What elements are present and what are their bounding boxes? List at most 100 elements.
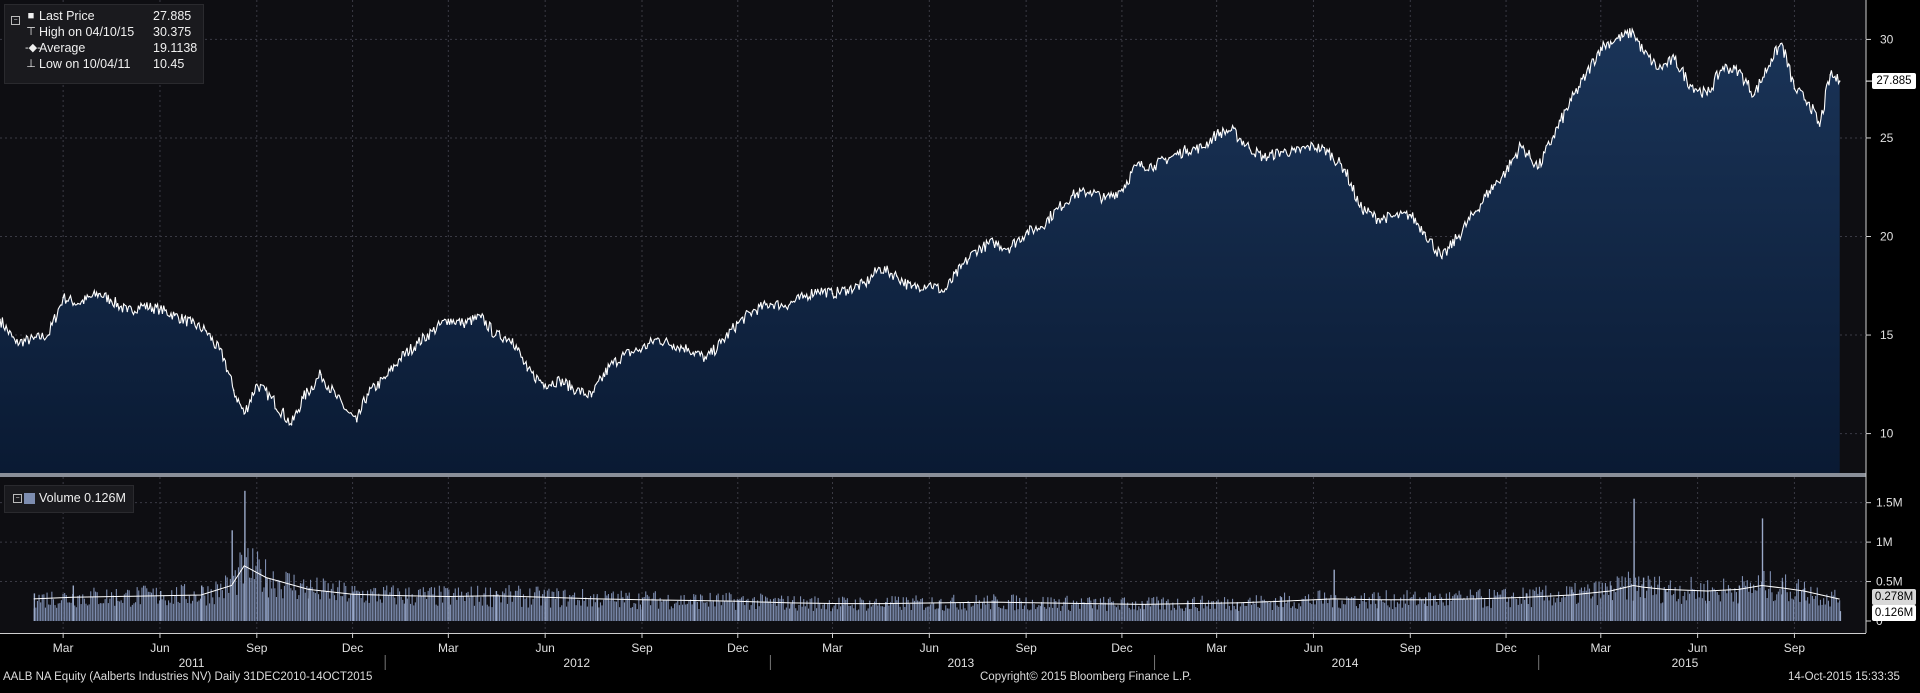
volume-bar [607,594,609,621]
volume-bar [1477,590,1479,621]
volume-bar [588,598,590,621]
volume-bar [1093,599,1095,621]
volume-bar [316,577,318,621]
volume-bar [298,595,300,621]
volume-bar [594,602,596,621]
year-label: 2011 [179,656,205,670]
volume-bar [424,592,426,621]
volume-bar [1554,602,1556,621]
volume-bar [773,598,775,621]
volume-bar [453,593,455,621]
volume-bar [1287,600,1289,621]
volume-collapse-icon[interactable]: − [13,494,22,503]
volume-bar [1546,597,1548,621]
volume-bar [1657,584,1659,621]
volume-bar [986,595,988,621]
volume-bar [399,591,401,621]
volume-bar [1265,601,1267,621]
volume-bar [628,592,630,621]
volume-bar [1373,592,1375,621]
volume-bar [1707,591,1709,621]
volume-bar [1406,590,1408,621]
volume-bar [850,605,852,621]
volume-bar [1647,575,1649,621]
volume-bar [728,592,730,621]
price-point [159,308,161,311]
volume-bar [538,590,540,621]
volume-bar [929,604,931,621]
volume-bar [1644,598,1646,621]
volume-bar [1652,595,1654,621]
volume-bar [535,586,537,621]
volume-bar [870,606,872,621]
price-point [190,322,193,325]
volume-bar [1788,601,1790,621]
volume-bar [498,595,500,621]
volume-bar [258,559,260,621]
volume-bar [131,604,133,621]
volume-bar [1588,588,1590,621]
volume-bar [982,602,984,621]
volume-bar [36,601,38,621]
volume-bar [119,601,121,621]
volume-bar [1671,595,1673,621]
volume-bar [65,595,67,621]
volume-bar [52,599,54,621]
volume-bar [154,596,156,621]
volume-bar [1030,609,1032,621]
volume-bar [1206,606,1208,621]
price-point [1722,66,1724,68]
volume-bar [1679,585,1681,621]
y-tick-label: 25 [1880,131,1894,145]
volume-bar [1247,599,1249,621]
volume-bar [1096,609,1098,621]
volume-bar [1527,604,1529,621]
volume-bar [561,605,563,621]
volume-bar [1135,601,1137,621]
volume-bar [151,592,153,621]
price-point [864,283,866,285]
volume-bar [1559,602,1561,621]
volume-bar [1170,610,1172,621]
volume-bar [735,609,737,621]
price-point [910,286,913,289]
volume-bar [257,551,259,621]
volume-bar [1498,594,1500,621]
volume-bar [1324,592,1326,621]
volume-bar [1341,600,1343,621]
volume-bar [1627,571,1629,621]
volume-bar [1300,606,1302,621]
price-point [494,334,497,336]
volume-bar [1422,598,1424,621]
volume-bar [1695,598,1697,621]
volume-bar [1426,606,1428,621]
volume-bar [1773,601,1775,621]
volume-bar [1209,608,1211,621]
volume-bar [1162,597,1164,621]
volume-bar [1601,582,1603,621]
volume-bar [1500,594,1502,621]
volume-bar [546,590,548,621]
price-point [462,322,464,325]
volume-bar [322,578,324,621]
volume-bar [1196,608,1198,621]
volume-bar [867,608,869,621]
volume-bar [1040,603,1043,621]
volume-bar [683,595,685,621]
volume-bar [768,601,770,621]
volume-bar [812,610,814,621]
volume-bar [1303,599,1305,621]
legend-collapse-icon[interactable]: − [11,16,20,25]
volume-bar [1761,582,1763,621]
volume-bar [819,603,821,621]
volume-bar [975,595,977,621]
volume-bar [910,610,912,621]
volume-bar [488,606,490,621]
price-point [1327,150,1329,153]
volume-bar [373,587,375,621]
footer-security-info: AALB NA Equity (Aalberts Industries NV) … [3,671,373,683]
volume-bar [1749,582,1751,621]
volume-bar [1349,598,1351,621]
volume-bar [1585,590,1587,621]
volume-bar [534,592,536,621]
